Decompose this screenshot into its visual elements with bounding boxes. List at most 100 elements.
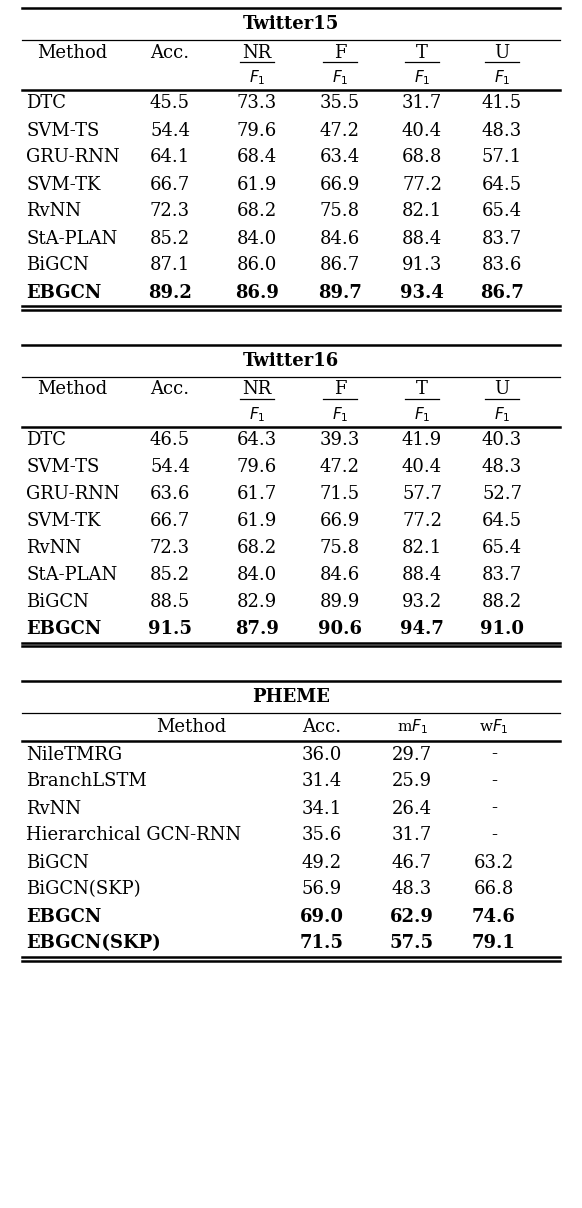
Text: BiGCN: BiGCN	[26, 256, 89, 274]
Text: 57.7: 57.7	[402, 484, 442, 503]
Text: 66.7: 66.7	[150, 512, 190, 530]
Text: 54.4: 54.4	[150, 122, 190, 139]
Text: 39.3: 39.3	[320, 431, 360, 449]
Text: 86.0: 86.0	[237, 256, 277, 274]
Text: SVM-TK: SVM-TK	[26, 512, 100, 530]
Text: 45.5: 45.5	[150, 94, 190, 112]
Text: U: U	[494, 381, 510, 399]
Text: 89.2: 89.2	[148, 284, 192, 302]
Text: 85.2: 85.2	[150, 230, 190, 248]
Text: 86.7: 86.7	[320, 256, 360, 274]
Text: 48.3: 48.3	[482, 458, 522, 476]
Text: RvNN: RvNN	[26, 800, 81, 818]
Text: 84.6: 84.6	[320, 230, 360, 248]
Text: 31.4: 31.4	[302, 772, 342, 790]
Text: 68.4: 68.4	[237, 149, 277, 167]
Text: DTC: DTC	[26, 94, 66, 112]
Text: 63.2: 63.2	[474, 854, 514, 871]
Text: DTC: DTC	[26, 431, 66, 449]
Text: 79.1: 79.1	[472, 935, 516, 952]
Text: 64.5: 64.5	[482, 512, 522, 530]
Text: 63.6: 63.6	[150, 484, 190, 503]
Text: 41.9: 41.9	[402, 431, 442, 449]
Text: T: T	[416, 43, 428, 62]
Text: 91.3: 91.3	[402, 256, 442, 274]
Text: 35.5: 35.5	[320, 94, 360, 112]
Text: -: -	[491, 826, 497, 844]
Text: 52.7: 52.7	[482, 484, 522, 503]
Text: 68.2: 68.2	[237, 203, 277, 221]
Text: F: F	[333, 381, 346, 399]
Text: PHEME: PHEME	[252, 689, 330, 705]
Text: 83.7: 83.7	[482, 230, 522, 248]
Text: F: F	[333, 43, 346, 62]
Text: RvNN: RvNN	[26, 539, 81, 557]
Text: NR: NR	[242, 381, 272, 399]
Text: 31.7: 31.7	[392, 826, 432, 844]
Text: GRU-RNN: GRU-RNN	[26, 484, 120, 503]
Text: $\mathit{F}_1$: $\mathit{F}_1$	[494, 69, 510, 87]
Text: NR: NR	[242, 43, 272, 62]
Text: 77.2: 77.2	[402, 175, 442, 193]
Text: Acc.: Acc.	[150, 43, 190, 62]
Text: $\mathit{F}_1$: $\mathit{F}_1$	[332, 69, 348, 87]
Text: 56.9: 56.9	[302, 881, 342, 899]
Text: EBGCN: EBGCN	[26, 620, 101, 638]
Text: 72.3: 72.3	[150, 539, 190, 557]
Text: 57.1: 57.1	[482, 149, 522, 167]
Text: 74.6: 74.6	[472, 907, 516, 925]
Text: T: T	[416, 381, 428, 399]
Text: 88.5: 88.5	[150, 593, 190, 611]
Text: $\mathit{F}_1$: $\mathit{F}_1$	[249, 69, 265, 87]
Text: 65.4: 65.4	[482, 539, 522, 557]
Text: Method: Method	[37, 381, 107, 399]
Text: 83.6: 83.6	[482, 256, 522, 274]
Text: 84.0: 84.0	[237, 567, 277, 583]
Text: 93.4: 93.4	[400, 284, 444, 302]
Text: 87.1: 87.1	[150, 256, 190, 274]
Text: 41.5: 41.5	[482, 94, 522, 112]
Text: BiGCN(SKP): BiGCN(SKP)	[26, 881, 141, 899]
Text: 29.7: 29.7	[392, 745, 432, 763]
Text: w$\mathit{F}_1$: w$\mathit{F}_1$	[479, 718, 509, 737]
Text: 64.5: 64.5	[482, 175, 522, 193]
Text: Acc.: Acc.	[150, 381, 190, 399]
Text: RvNN: RvNN	[26, 203, 81, 221]
Text: $\mathit{F}_1$: $\mathit{F}_1$	[249, 405, 265, 424]
Text: 65.4: 65.4	[482, 203, 522, 221]
Text: SVM-TK: SVM-TK	[26, 175, 100, 193]
Text: $\mathit{F}_1$: $\mathit{F}_1$	[414, 405, 430, 424]
Text: 71.5: 71.5	[300, 935, 344, 952]
Text: 31.7: 31.7	[402, 94, 442, 112]
Text: 46.7: 46.7	[392, 854, 432, 871]
Text: 79.6: 79.6	[237, 122, 277, 139]
Text: 35.6: 35.6	[302, 826, 342, 844]
Text: 61.7: 61.7	[237, 484, 277, 503]
Text: 73.3: 73.3	[237, 94, 277, 112]
Text: $\mathit{F}_1$: $\mathit{F}_1$	[332, 405, 348, 424]
Text: 94.7: 94.7	[400, 620, 444, 638]
Text: 71.5: 71.5	[320, 484, 360, 503]
Text: 48.3: 48.3	[392, 881, 432, 899]
Text: 34.1: 34.1	[302, 800, 342, 818]
Text: Method: Method	[37, 43, 107, 62]
Text: 54.4: 54.4	[150, 458, 190, 476]
Text: EBGCN: EBGCN	[26, 284, 101, 302]
Text: 75.8: 75.8	[320, 539, 360, 557]
Text: Acc.: Acc.	[303, 718, 342, 736]
Text: 89.7: 89.7	[318, 284, 362, 302]
Text: SVM-TS: SVM-TS	[26, 458, 100, 476]
Text: 84.6: 84.6	[320, 567, 360, 583]
Text: Twitter16: Twitter16	[243, 352, 339, 370]
Text: 82.9: 82.9	[237, 593, 277, 611]
Text: 61.9: 61.9	[237, 512, 277, 530]
Text: BranchLSTM: BranchLSTM	[26, 772, 147, 790]
Text: 40.4: 40.4	[402, 458, 442, 476]
Text: 93.2: 93.2	[402, 593, 442, 611]
Text: 79.6: 79.6	[237, 458, 277, 476]
Text: 64.3: 64.3	[237, 431, 277, 449]
Text: GRU-RNN: GRU-RNN	[26, 149, 120, 167]
Text: Hierarchical GCN-RNN: Hierarchical GCN-RNN	[26, 826, 241, 844]
Text: 47.2: 47.2	[320, 122, 360, 139]
Text: 66.9: 66.9	[320, 175, 360, 193]
